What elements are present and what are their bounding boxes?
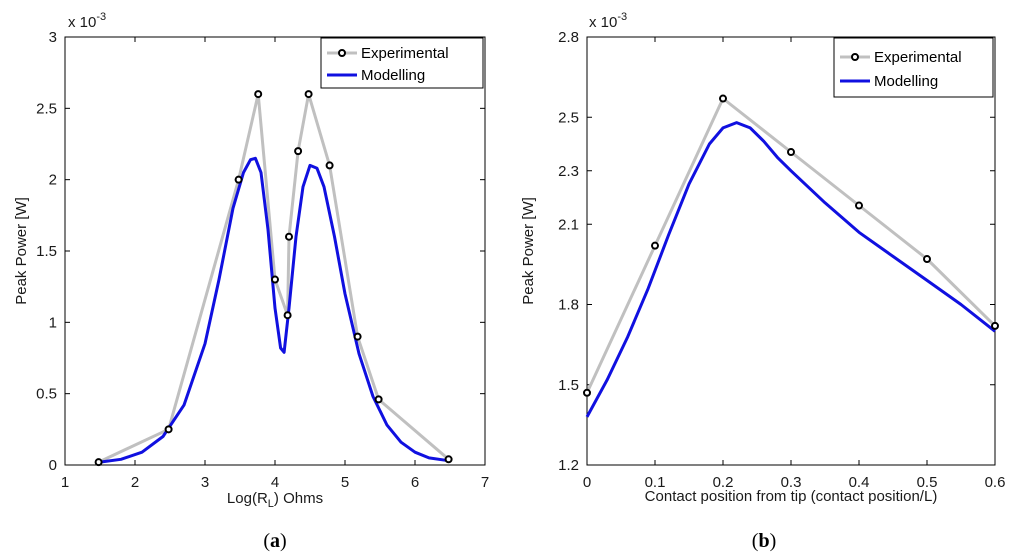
chart-a-legend-modelling: Modelling <box>361 67 425 84</box>
chart-b-xtick-label: 0.1 <box>645 474 666 491</box>
chart-b-experimental-point <box>923 255 931 264</box>
chart-a-experimental-point <box>444 455 453 464</box>
chart-a-multiplier: x 10-3 <box>68 11 106 31</box>
chart-a-experimental-point <box>283 311 292 320</box>
chart-b-experimental-point <box>719 94 727 103</box>
chart-b-ytick-label: 1.8 <box>558 297 579 314</box>
chart-b-experimental-point <box>651 241 659 250</box>
chart-b-modelling-line <box>585 121 996 418</box>
chart-a-ytick-label: 2.5 <box>36 100 57 117</box>
chart-a-xlabel: Log(RL) Ohms <box>227 490 323 510</box>
chart-a-ytick-label: 1 <box>49 314 57 331</box>
chart-b-legend: Experimental Modelling <box>833 37 994 98</box>
chart-b-xtick-label: 0.2 <box>713 474 734 491</box>
chart-a-ytick-label: 2 <box>49 172 57 189</box>
chart-a-series <box>94 90 453 467</box>
chart-b-ytick-label: 2.1 <box>558 216 579 233</box>
chart-a-xtick-label: 7 <box>481 474 489 491</box>
chart-b-plot-area <box>586 36 996 466</box>
chart-b-legend-experimental-marker <box>851 53 859 61</box>
chart-a: 1 2 3 4 5 6 7 0 0.5 1 1.5 2 2.5 3 x 10-3 Peak Power [… <box>13 11 489 552</box>
chart-b-ytick-label: 1.2 <box>558 457 579 474</box>
chart-a-ytick-label: 3 <box>49 29 57 46</box>
chart-a-ytick-label: 0 <box>49 457 57 474</box>
chart-a-experimental-point <box>325 161 334 170</box>
chart-b-ylabel: Peak Power [W] <box>520 197 537 305</box>
chart-a-legend-experimental-marker <box>338 49 346 57</box>
chart-a-experimental-point <box>285 232 293 241</box>
chart-a-modelling-line <box>99 156 449 464</box>
chart-a-experimental-point <box>304 90 313 99</box>
chart-b-experimental-point <box>787 148 795 157</box>
chart-b-ticks: 0 0.1 0.2 0.3 0.4 0.5 0.6 1.2 1.5 1.8 2.1 2.3 2.5 2.8 <box>558 29 1005 491</box>
chart-b-ytick-label: 2.8 <box>558 29 579 46</box>
chart-a-xtick-label: 2 <box>131 474 139 491</box>
chart-a-panel-label: (a) <box>263 530 286 552</box>
chart-b-ytick-label: 2.3 <box>558 163 579 180</box>
chart-a-legend: Experimental Modelling <box>320 37 484 89</box>
chart-a-experimental-point <box>234 175 243 184</box>
chart-b-experimental-point <box>583 388 591 397</box>
chart-b-experimental-point <box>855 201 863 210</box>
chart-b-series <box>583 94 999 418</box>
chart-b: 0 0.1 0.2 0.3 0.4 0.5 0.6 1.2 1.5 1.8 2.1 2.3 2.5 2.8… <box>520 11 1005 552</box>
chart-b-xtick-label: 0.4 <box>849 474 870 491</box>
chart-a-legend-box <box>320 37 484 89</box>
chart-b-legend-modelling: Modelling <box>874 73 938 90</box>
chart-a-xtick-label: 1 <box>61 474 69 491</box>
chart-b-xtick-label: 0.3 <box>781 474 802 491</box>
chart-a-experimental-point <box>164 425 173 434</box>
chart-b-ytick-label: 2.5 <box>558 109 579 126</box>
chart-b-xtick-label: 0 <box>583 474 591 491</box>
chart-a-experimental-point <box>94 458 103 467</box>
chart-a-experimental-point <box>353 332 362 341</box>
chart-a-ylabel: Peak Power [W] <box>13 197 30 305</box>
chart-b-xtick-label: 0.6 <box>985 474 1006 491</box>
chart-b-ytick-label: 1.5 <box>558 377 579 394</box>
chart-a-experimental-point <box>294 147 303 156</box>
chart-a-ytick-label: 1.5 <box>36 243 57 260</box>
chart-b-xtick-label: 0.5 <box>917 474 938 491</box>
chart-a-xtick-label: 5 <box>341 474 349 491</box>
chart-a-experimental-point <box>271 275 279 284</box>
chart-a-experimental-point <box>254 90 263 99</box>
chart-a-plot-area <box>64 36 486 466</box>
chart-b-experimental-point <box>991 321 999 330</box>
chart-b-multiplier: x 10-3 <box>589 11 627 31</box>
chart-a-ticks: 1 2 3 4 5 6 7 0 0.5 1 1.5 2 2.5 3 <box>36 29 489 491</box>
chart-b-panel-label: (b) <box>752 530 776 552</box>
chart-a-xtick-label: 4 <box>271 474 279 491</box>
chart-b-legend-box <box>833 37 994 98</box>
chart-a-experimental-point <box>374 395 383 404</box>
chart-b-xlabel: Contact position from tip (contact posit… <box>645 488 938 505</box>
chart-a-xtick-label: 6 <box>411 474 419 491</box>
chart-b-legend-experimental: Experimental <box>874 49 962 66</box>
chart-a-xtick-label: 3 <box>201 474 209 491</box>
chart-a-legend-experimental: Experimental <box>361 45 449 62</box>
chart-a-ytick-label: 0.5 <box>36 386 57 403</box>
